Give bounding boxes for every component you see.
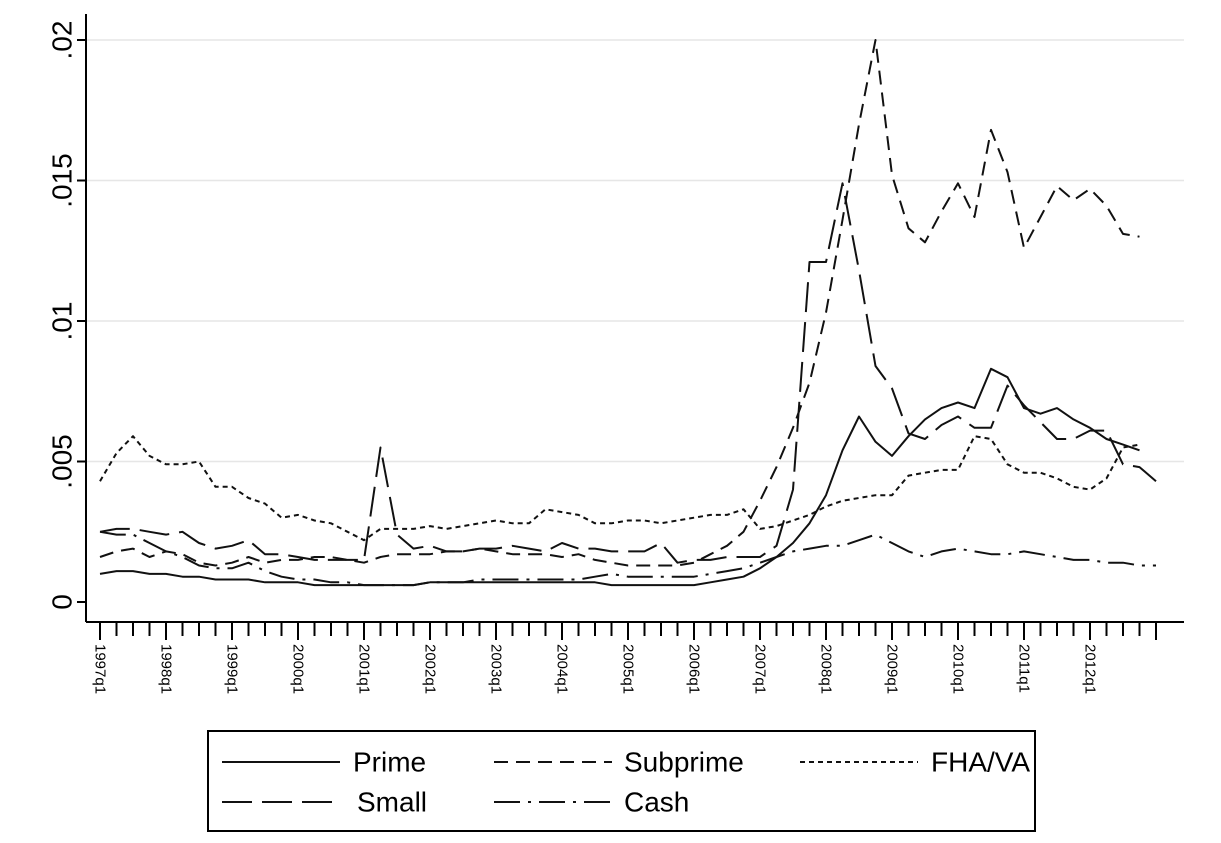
x-tick-label: 2004q1 xyxy=(554,644,571,694)
x-tick-label: 2000q1 xyxy=(290,644,307,694)
x-tick-label: 2008q1 xyxy=(818,644,835,694)
x-tick-label: 1997q1 xyxy=(92,644,109,694)
x-tick-label: 2006q1 xyxy=(686,644,703,694)
y-tick-label: 0 xyxy=(47,594,78,610)
series-lines xyxy=(99,39,1157,587)
legend-box xyxy=(207,730,1036,832)
x-tick-label: 2003q1 xyxy=(488,644,505,694)
x-tick-label: 1999q1 xyxy=(224,644,241,694)
x-tick-label: 2007q1 xyxy=(752,644,769,694)
legend-label: Subprime xyxy=(624,747,744,778)
y-tick-label: .01 xyxy=(47,302,78,341)
legend-label: Prime xyxy=(353,747,426,778)
x-tick-label: 2012q1 xyxy=(1082,644,1099,694)
series-line-prime xyxy=(99,367,1140,587)
series-line-fha-va xyxy=(99,435,1140,542)
y-tick-label: .005 xyxy=(47,434,78,489)
x-tick-labels: 1997q1 1998q1 1999q1 2000q1 2001q1 2002q1 2003… xyxy=(92,644,1099,694)
x-tick-label: 2011q1 xyxy=(1016,644,1033,693)
legend-label: FHA/VA xyxy=(931,747,1030,778)
y-tick-label: .015 xyxy=(47,153,78,208)
x-tick-label: 2001q1 xyxy=(356,644,373,694)
series-line-cash xyxy=(99,530,1156,587)
x-tick-label: 2005q1 xyxy=(620,644,637,694)
series-line-subprime xyxy=(99,39,1140,567)
x-tick-label: 2010q1 xyxy=(950,644,967,694)
x-tick-label: 2009q1 xyxy=(884,644,901,694)
legend-label: Cash xyxy=(624,787,689,818)
legend: Prime Subprime FHA/VA Small Cash xyxy=(207,730,1036,832)
series-line-small xyxy=(99,182,1157,564)
x-tick-label: 2002q1 xyxy=(422,644,439,694)
legend-label: Small xyxy=(357,787,427,818)
y-tick-labels: 0 .005 .01 .015 .02 xyxy=(47,21,78,610)
gridlines xyxy=(86,39,1184,463)
y-tick-label: .02 xyxy=(47,21,78,60)
axes xyxy=(77,14,1184,640)
x-tick-label: 1998q1 xyxy=(158,644,175,694)
